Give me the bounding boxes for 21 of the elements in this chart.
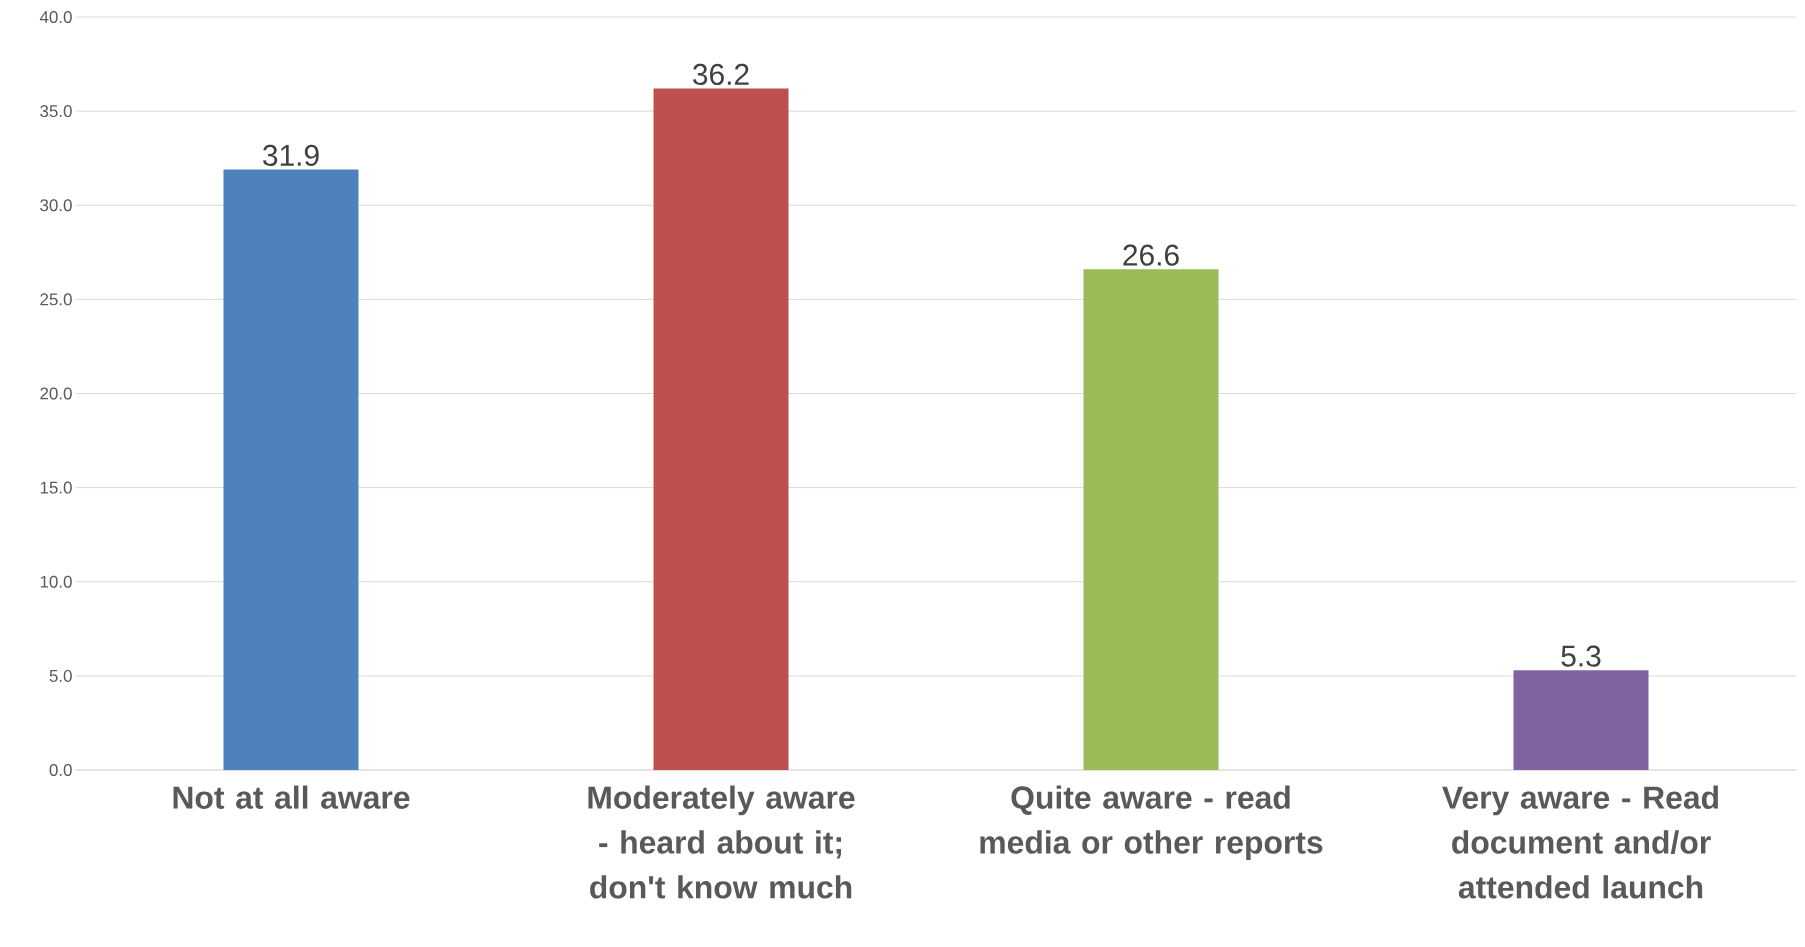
y-tick-label: 40.0: [39, 10, 72, 23]
data-label: 36.2: [693, 63, 749, 86]
data-label: 31.9: [263, 144, 319, 166]
y-tick-label: 5.0: [49, 669, 72, 682]
x-tick-label: Very aware - Read document and/or attended launch: [1442, 785, 1718, 899]
bar: [1083, 269, 1219, 770]
bar: [223, 169, 359, 770]
y-tick-label: 0.0: [49, 764, 72, 776]
y-tick-label: 35.0: [40, 105, 72, 118]
data-label: 5.3: [1561, 645, 1601, 667]
x-tick-label: Moderately aware - heard about it; don't know much: [588, 785, 855, 899]
bar: [653, 88, 789, 770]
y-tick-label: 30.0: [40, 199, 72, 212]
y-tick-label: 25.0: [40, 293, 72, 306]
y-tick-label: 20.0: [40, 387, 72, 400]
data-label: 26.6: [1123, 244, 1179, 266]
bar: [1513, 670, 1649, 770]
x-tick-label: Not at all aware: [173, 785, 410, 809]
y-tick-label: 10.0: [40, 575, 72, 588]
y-tick-label: 15.0: [40, 481, 72, 494]
x-tick-label: Quite aware - read media or other reports: [980, 785, 1323, 861]
